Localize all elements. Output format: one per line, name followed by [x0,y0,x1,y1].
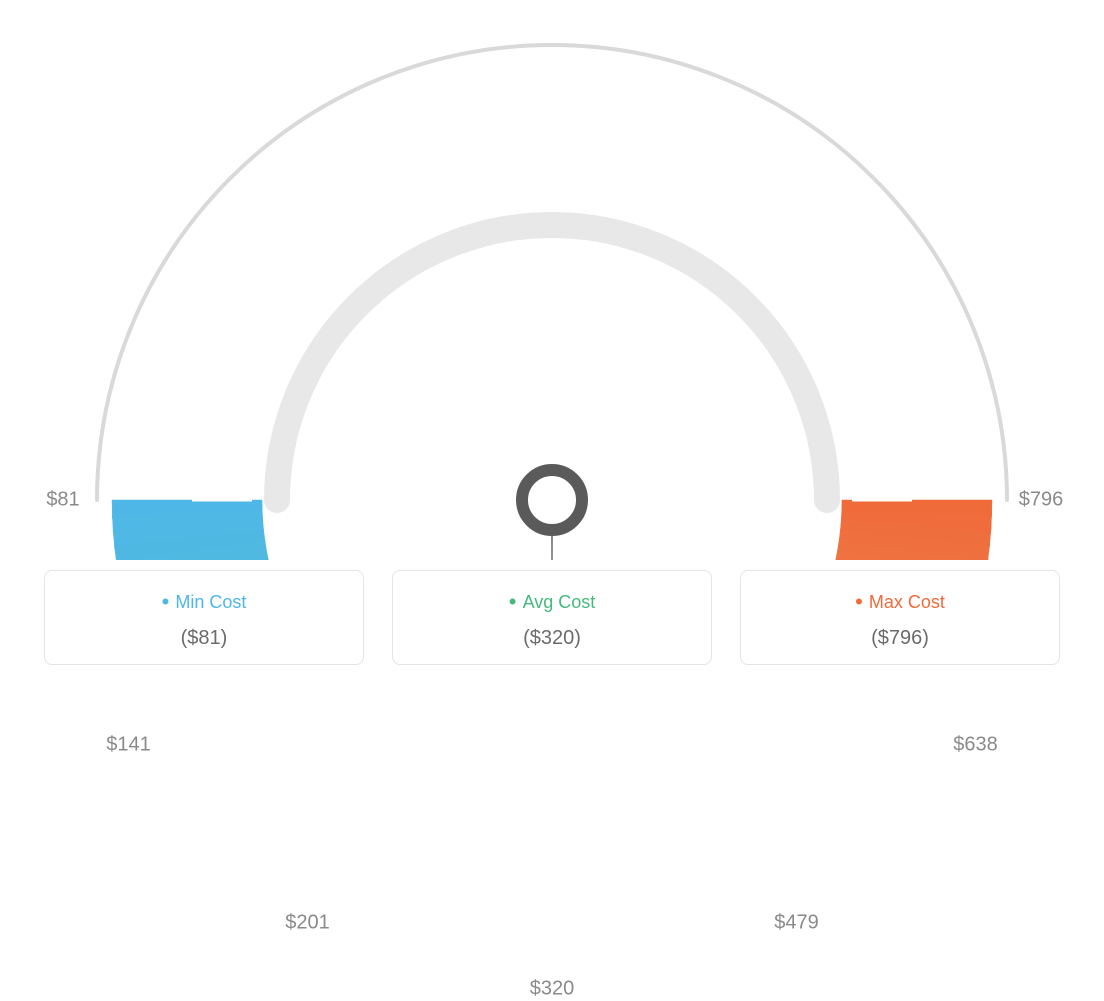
legend-card-min: Min Cost ($81) [44,570,364,665]
legend-min-value: ($81) [55,627,353,650]
legend-avg-label: Avg Cost [403,589,701,615]
gauge-area: $81$141$201$320$479$638$796 [0,0,1104,560]
gauge-tick-label: $320 [530,978,575,1001]
legend-card-max: Max Cost ($796) [740,570,1060,665]
gauge-tick-label: $638 [953,733,998,756]
gauge-tick-label: $796 [1019,489,1064,512]
gauge-tick-label: $479 [774,912,819,935]
legend-max-label: Max Cost [751,589,1049,615]
gauge-tick-label: $201 [285,912,330,935]
gauge-tick-label: $81 [46,489,79,512]
legend-card-avg: Avg Cost ($320) [392,570,712,665]
chart-container: $81$141$201$320$479$638$796 Min Cost ($8… [0,0,1104,690]
legend-max-value: ($796) [751,627,1049,650]
legend-row: Min Cost ($81) Avg Cost ($320) Max Cost … [0,570,1104,665]
legend-min-label: Min Cost [55,589,353,615]
gauge-svg [0,0,1104,560]
gauge-tick-label: $141 [106,733,151,756]
legend-avg-value: ($320) [403,627,701,650]
